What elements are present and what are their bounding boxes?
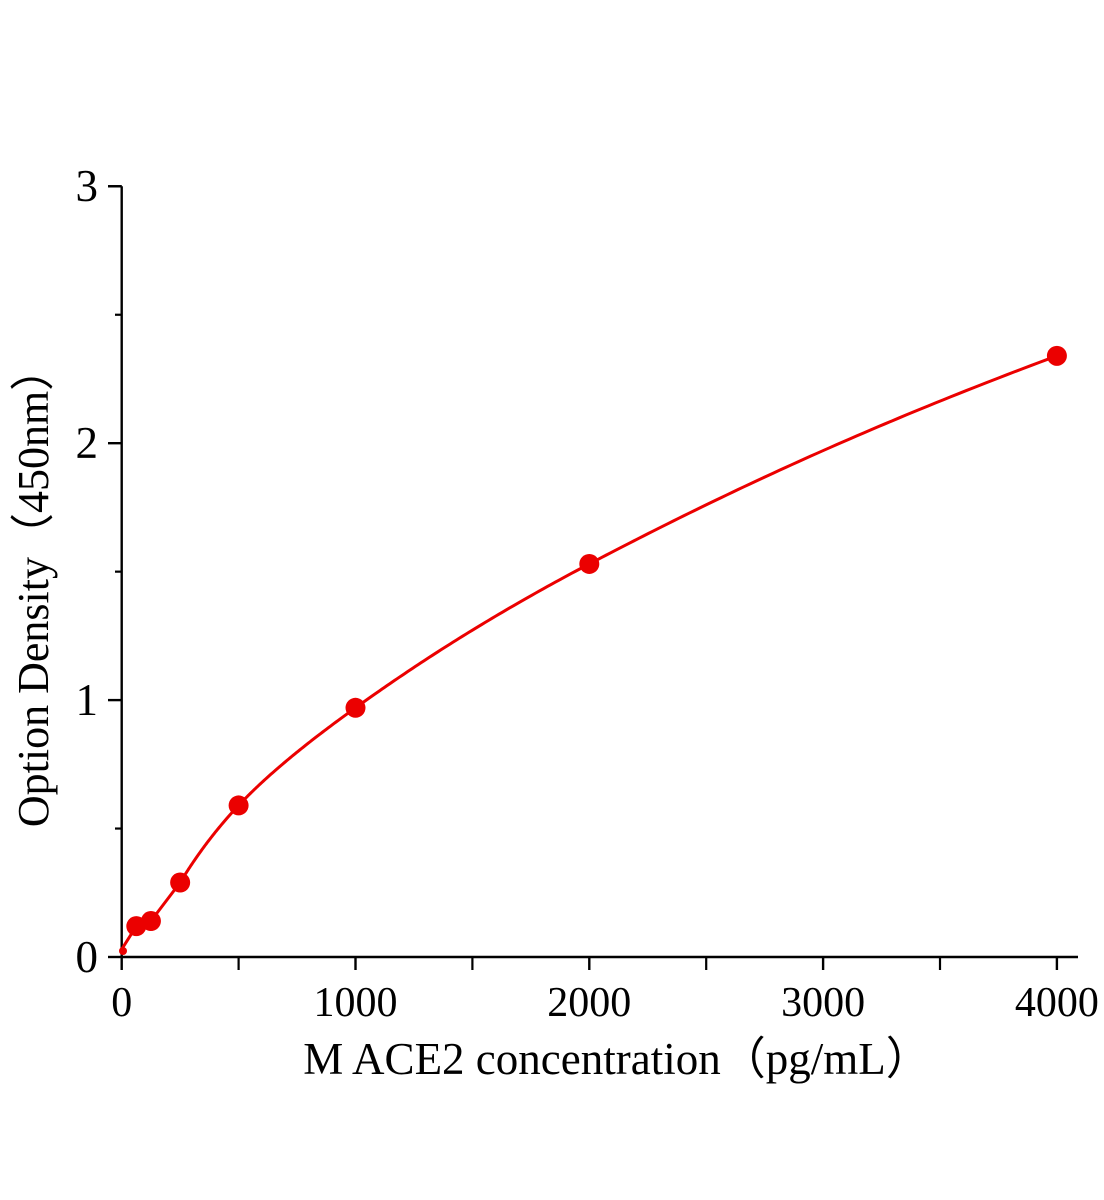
svg-text:1: 1 xyxy=(76,675,99,725)
svg-text:1000: 1000 xyxy=(314,980,398,1026)
svg-text:0: 0 xyxy=(76,932,99,982)
svg-text:0: 0 xyxy=(111,980,132,1026)
svg-text:Option Density（450nm）: Option Density（450nm） xyxy=(9,347,58,827)
svg-text:M ACE2 concentration（pg/mL）: M ACE2 concentration（pg/mL） xyxy=(303,1034,930,1084)
svg-text:4000: 4000 xyxy=(1015,980,1099,1026)
svg-text:2000: 2000 xyxy=(547,980,631,1026)
svg-text:3: 3 xyxy=(76,161,99,211)
svg-text:2: 2 xyxy=(76,418,99,468)
svg-text:3000: 3000 xyxy=(781,980,865,1026)
